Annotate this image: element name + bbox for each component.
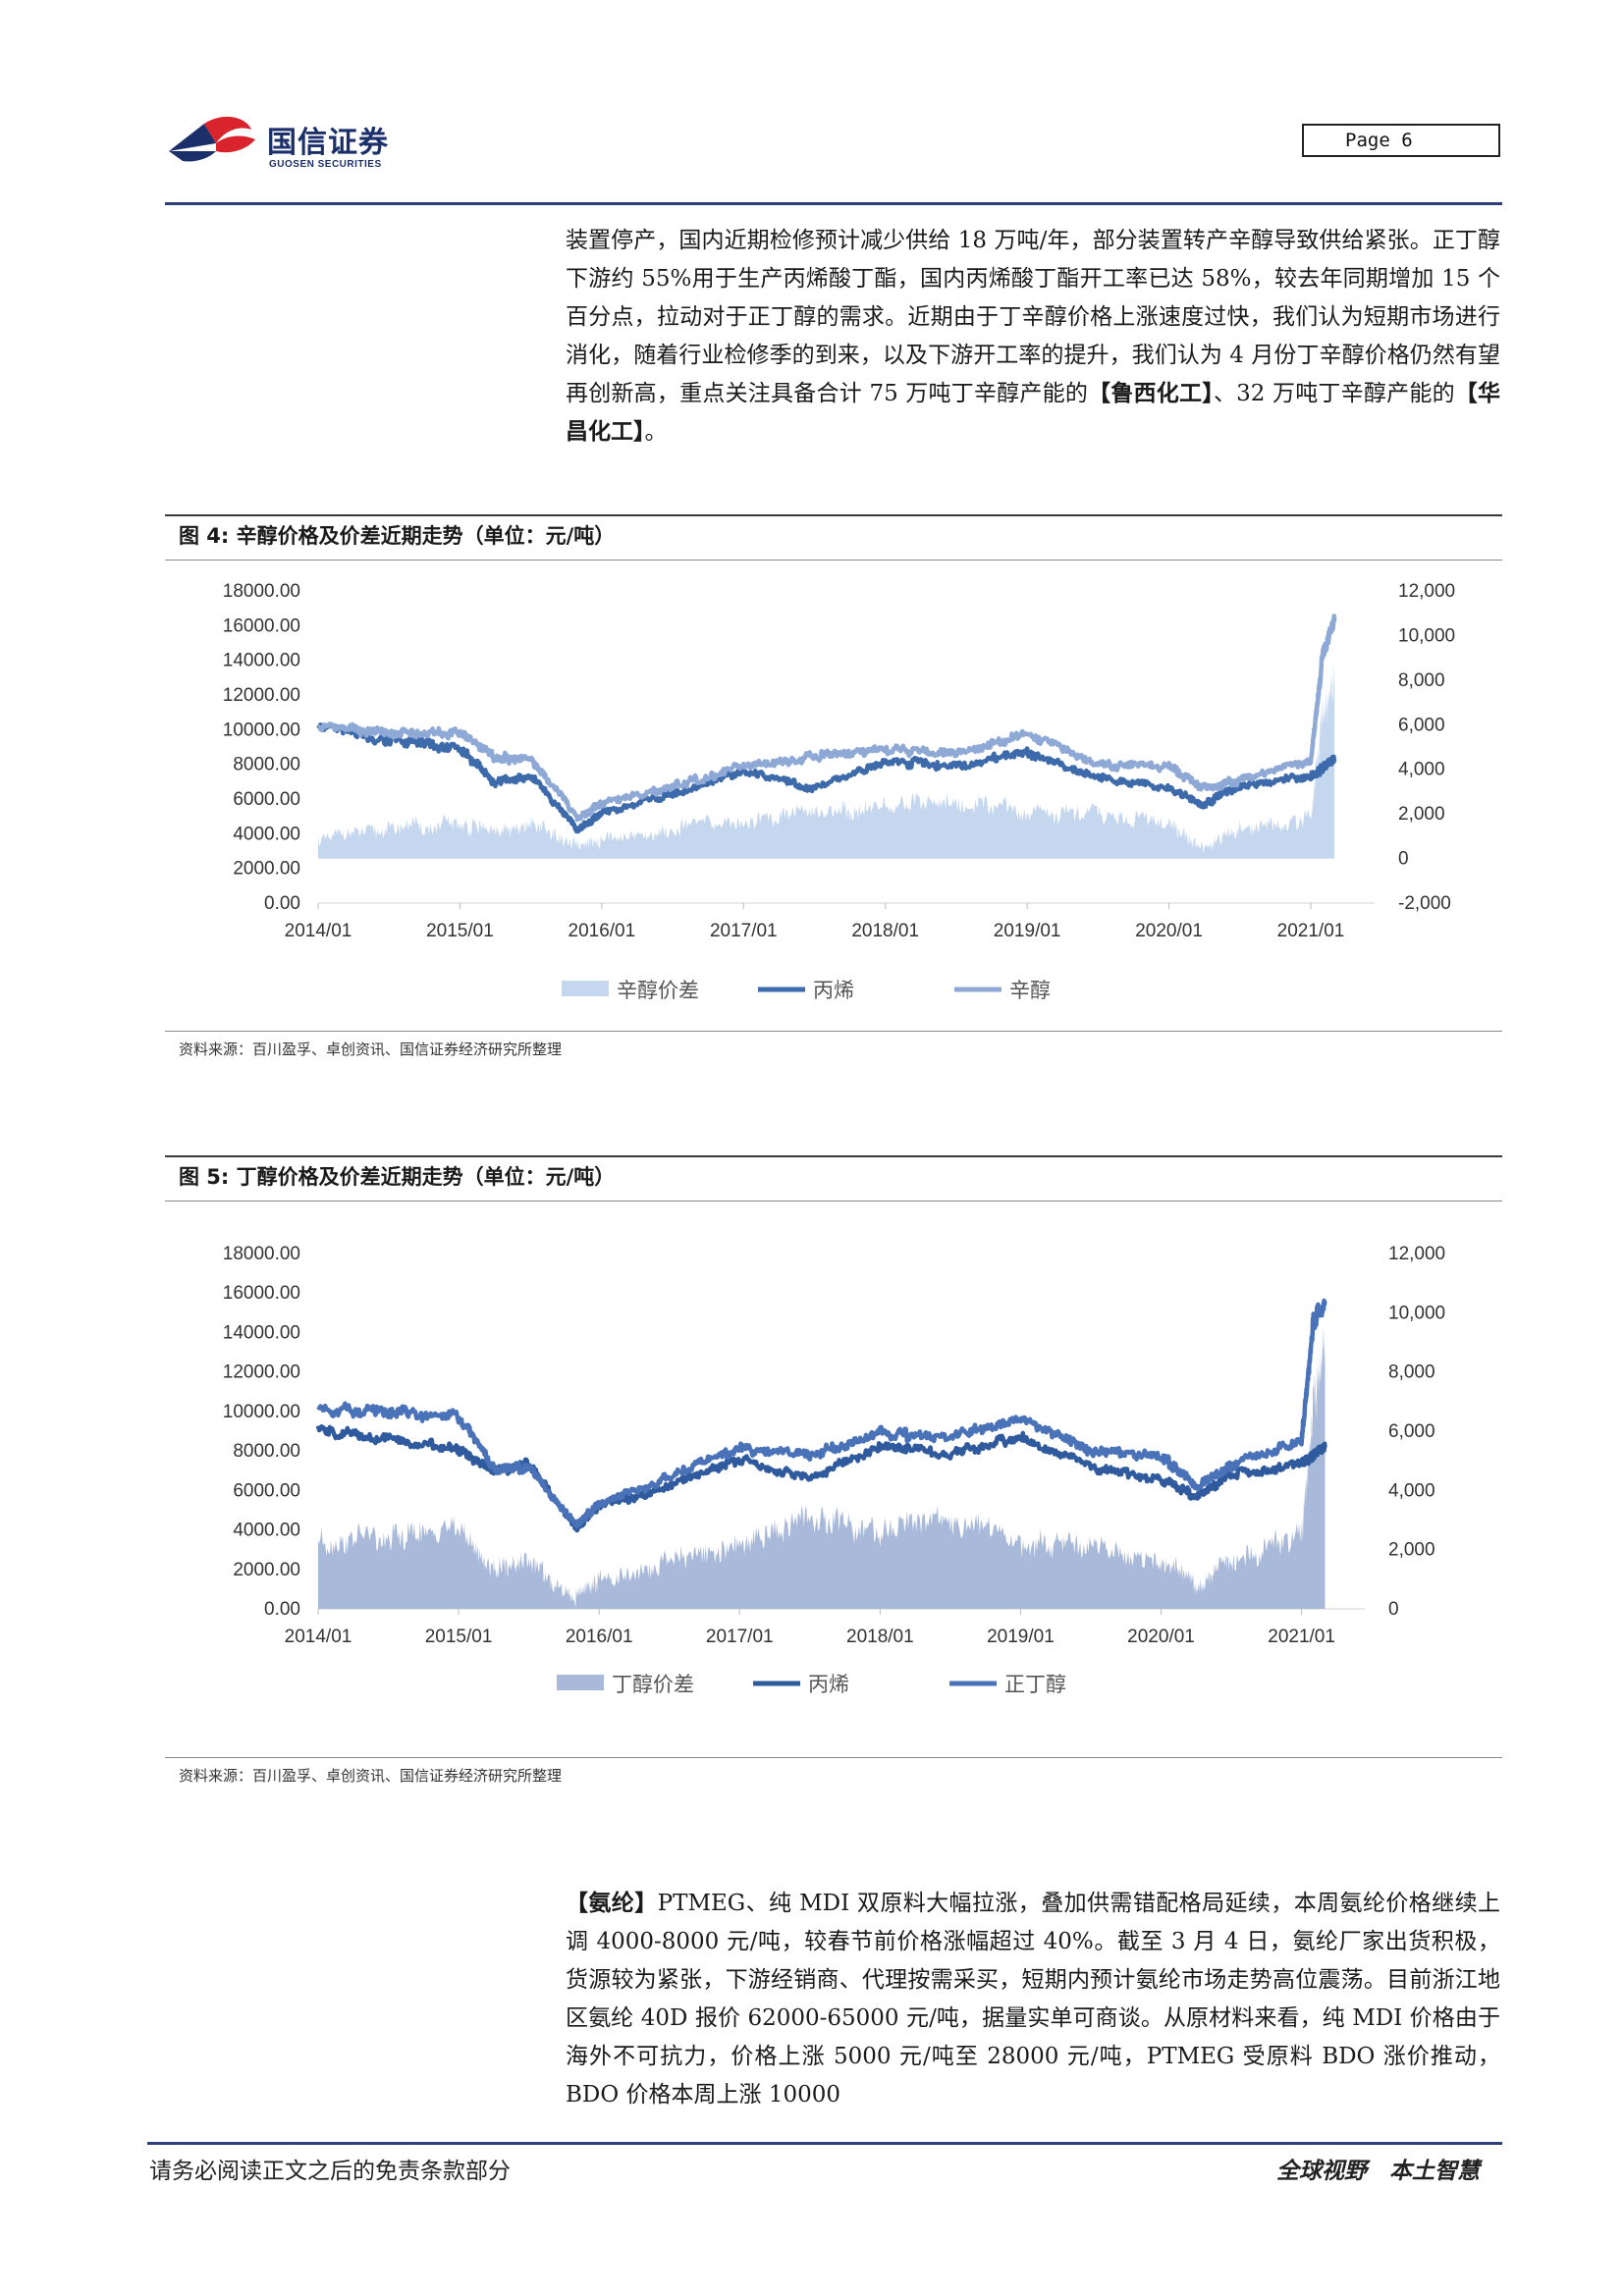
y-left-tick-label: 2000.00 [233, 859, 300, 880]
y-left-tick-label: 6000.00 [233, 789, 300, 810]
y-left-tick-label: 8000.00 [233, 755, 300, 775]
legend-label: 丁醇价差 [612, 1674, 694, 1696]
spandex-tag: 【氨纶】 [566, 1891, 658, 1916]
y-right-tick-label: 0 [1388, 1599, 1399, 1620]
y-right-tick-label: 12,000 [1388, 1244, 1445, 1264]
figure4-title: 图 4: 辛醇价格及价差近期走势（单位：元/吨） [179, 524, 616, 548]
legend-label: 正丁醇 [1004, 1674, 1066, 1696]
series-line-正丁醇 [316, 1298, 1327, 1529]
y-left-tick-label: 0.00 [264, 1599, 300, 1620]
intro-text-mid: 、32 万吨丁辛醇产能的 [1213, 381, 1455, 406]
y-left-tick-label: 16000.00 [223, 615, 300, 636]
y-left-tick-label: 14000.00 [223, 1322, 300, 1343]
figure4-chart: 18000.00 16000.00 14000.00 12000.00 10000.00… [223, 581, 1455, 1002]
x-tick-label: 2019/01 [994, 921, 1061, 941]
y-right-tick-label: 12,000 [1398, 581, 1455, 602]
x-tick-label: 2021/01 [1277, 921, 1345, 941]
logo-text-en: GUOSEN SECURITIES [269, 159, 382, 170]
legend-label: 丙烯 [808, 1674, 849, 1696]
series-area-辛醇价差 [318, 659, 1335, 859]
page-number: Page 6 [1302, 124, 1500, 157]
x-tick-label: 2020/01 [1135, 921, 1203, 941]
figure4-title-rule [165, 560, 1502, 561]
y-right-tick-label: 10,000 [1398, 625, 1455, 646]
y-right-tick-label: 4,000 [1388, 1480, 1435, 1501]
highlight-company-2: 【华昌化工】 [566, 381, 1501, 445]
y-left-tick-label: 14000.00 [223, 651, 300, 671]
footer-disclaimer: 请务必阅读正文之后的免责条款部分 [149, 2159, 511, 2184]
series-area-丁醇价差 [318, 1323, 1326, 1609]
legend-swatch [562, 981, 609, 996]
y-left-tick-label: 10000.00 [223, 720, 300, 740]
spandex-text: PTMEG、纯 MDI 双原料大幅拉涨，叠加供需错配格局延续，本周氨纶价格继续上… [566, 1891, 1500, 2108]
y-right-tick-label: 8,000 [1388, 1362, 1435, 1383]
figure4-source: 资料来源：百川盈孚、卓创资讯、国信证券经济研究所整理 [179, 1041, 563, 1058]
legend-label: 辛醇 [1009, 980, 1051, 1002]
y-right-tick-label: 0 [1398, 849, 1409, 870]
x-tick-label: 2020/01 [1127, 1627, 1195, 1647]
x-tick-label: 2016/01 [568, 921, 636, 941]
x-tick-label: 2018/01 [846, 1627, 914, 1647]
y-left-tick-label: 10000.00 [223, 1402, 300, 1422]
intro-text-end: 。 [644, 419, 668, 445]
highlight-company-1: 【鲁西化工】 [1088, 381, 1214, 406]
legend-swatch [557, 1675, 604, 1690]
y-left-tick-label: 12000.00 [223, 685, 300, 706]
y-left-tick-label: 8000.00 [233, 1441, 300, 1462]
y-left-tick-label: 18000.00 [223, 1244, 300, 1264]
footer-slogan: 全球视野 本土智慧 [1276, 2158, 1480, 2184]
y-left-tick-label: 0.00 [264, 893, 300, 914]
y-right-tick-label: 10,000 [1388, 1303, 1445, 1323]
spandex-paragraph: 【氨纶】PTMEG、纯 MDI 双原料大幅拉涨，叠加供需错配格局延续，本周氨纶价… [566, 1885, 1500, 2114]
x-tick-label: 2019/01 [987, 1627, 1055, 1647]
y-left-tick-label: 6000.00 [233, 1480, 300, 1501]
x-tick-label: 2014/01 [285, 1627, 352, 1647]
y-left-tick-label: 12000.00 [223, 1362, 300, 1383]
x-tick-label: 2017/01 [710, 921, 778, 941]
y-left-tick-label: 4000.00 [233, 1521, 300, 1541]
figure5-bottom-rule [165, 1757, 1502, 1758]
y-right-tick-label: 6,000 [1398, 715, 1445, 735]
legend-label: 丙烯 [813, 980, 854, 1002]
x-tick-label: 2015/01 [426, 921, 494, 941]
legend-label: 辛醇价差 [617, 980, 699, 1002]
x-tick-label: 2018/01 [851, 921, 919, 941]
y-left-tick-label: 4000.00 [233, 824, 300, 844]
y-left-tick-label: 2000.00 [233, 1560, 300, 1580]
figure5-title: 图 5: 丁醇价格及价差近期走势（单位：元/吨） [179, 1165, 616, 1189]
figure4-bottom-rule [165, 1031, 1502, 1032]
logo-mark-icon [169, 116, 255, 162]
y-right-tick-label: 4,000 [1398, 760, 1445, 780]
y-right-tick-label: 2,000 [1388, 1540, 1435, 1561]
x-tick-label: 2015/01 [425, 1627, 493, 1647]
header-divider [165, 202, 1502, 205]
company-logo: 国信证券 GUOSEN SECURITIES [165, 110, 420, 179]
intro-text: 装置停产，国内近期检修预计减少供给 18 万吨/年，部分装置转产辛醇导致供给紧张… [566, 228, 1500, 406]
figure4-top-rule [165, 514, 1502, 516]
figure5-chart: 18000.00 16000.00 14000.00 12000.00 10000.00… [223, 1244, 1445, 1696]
x-tick-label: 2014/01 [285, 921, 352, 941]
figure5-source: 资料来源：百川盈孚、卓创资讯、国信证券经济研究所整理 [179, 1767, 563, 1785]
x-tick-label: 2016/01 [566, 1627, 633, 1647]
y-right-tick-label: 8,000 [1398, 670, 1445, 691]
y-right-tick-label: 2,000 [1398, 804, 1445, 825]
series-line-丙烯 [316, 722, 1337, 834]
figure5-top-rule [165, 1155, 1502, 1157]
x-tick-label: 2017/01 [706, 1627, 774, 1647]
x-tick-label: 2021/01 [1268, 1627, 1335, 1647]
y-left-tick-label: 18000.00 [223, 581, 300, 602]
y-right-tick-label: -2,000 [1398, 893, 1451, 914]
footer-divider [147, 2142, 1502, 2145]
logo-text-cn: 国信证券 [267, 126, 389, 160]
y-left-tick-label: 16000.00 [223, 1283, 300, 1304]
y-right-tick-label: 6,000 [1388, 1421, 1435, 1442]
series-line-辛醇 [316, 614, 1337, 823]
intro-paragraph: 装置停产，国内近期检修预计减少供给 18 万吨/年，部分装置转产辛醇导致供给紧张… [566, 222, 1500, 452]
